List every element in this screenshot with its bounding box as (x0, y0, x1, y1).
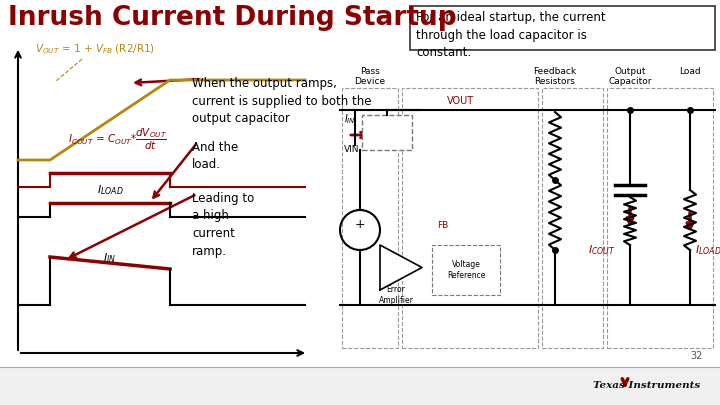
Bar (342, 88, 398, 348)
Text: $I_{LOAD}$: $I_{LOAD}$ (96, 183, 123, 197)
Text: Load: Load (679, 67, 701, 76)
Text: Error
Amplifier: Error Amplifier (379, 286, 413, 305)
Bar (402, 88, 538, 348)
Text: $I_{IN}$: $I_{IN}$ (344, 112, 356, 126)
Text: Voltage
Reference: Voltage Reference (447, 260, 485, 280)
Text: $I_{COUT}$ = $C_{OUT}$*$\dfrac{dV_{OUT}}{dt}$: $I_{COUT}$ = $C_{OUT}$*$\dfrac{dV_{OUT}}… (68, 127, 167, 152)
Bar (410, 6, 715, 50)
Text: +: + (355, 217, 365, 230)
Text: $V_{OUT}$ = 1 + $V_{FB}$ (R2/R1): $V_{OUT}$ = 1 + $V_{FB}$ (R2/R1) (35, 43, 155, 56)
Text: VIN: VIN (344, 145, 359, 154)
Text: $I_{IN}$: $I_{IN}$ (104, 251, 117, 265)
Text: Texas Instruments: Texas Instruments (593, 382, 700, 390)
Text: Leading to
a high
current
ramp.: Leading to a high current ramp. (192, 192, 254, 258)
Bar (432, 245, 500, 295)
Text: VOUT: VOUT (446, 96, 474, 106)
Text: Output
Capacitor: Output Capacitor (608, 67, 652, 86)
Text: 32: 32 (690, 351, 703, 361)
Bar (362, 115, 412, 150)
Bar (0, 367, 720, 405)
Text: $I_{COUT}$: $I_{COUT}$ (588, 243, 616, 257)
Text: Pass
Device: Pass Device (354, 67, 386, 86)
Polygon shape (380, 245, 422, 290)
Text: And the
load.: And the load. (192, 141, 238, 171)
Text: Feedback
Resistors: Feedback Resistors (534, 67, 577, 86)
Bar (542, 88, 603, 348)
Text: For an ideal startup, the current
through the load capacitor is
constant.: For an ideal startup, the current throug… (416, 11, 606, 59)
Text: Inrush Current During Startup: Inrush Current During Startup (8, 5, 456, 31)
Text: FB: FB (437, 221, 449, 230)
Text: When the output ramps,
current is supplied to both the
output capacitor: When the output ramps, current is suppli… (192, 77, 372, 125)
Bar (607, 88, 713, 348)
Text: $I_{LOAD}$: $I_{LOAD}$ (695, 243, 720, 257)
